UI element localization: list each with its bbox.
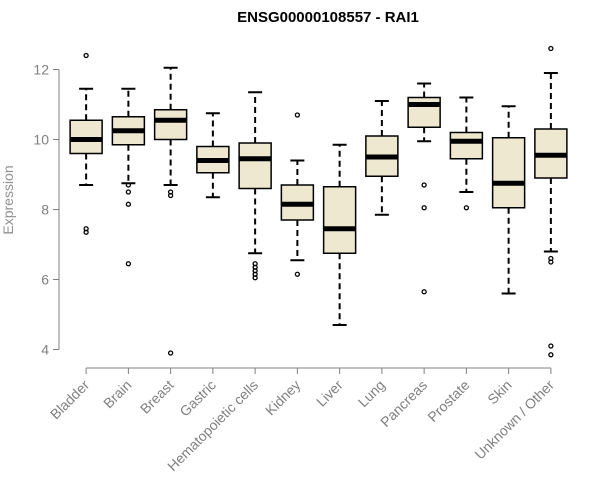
outlier-point [83, 229, 89, 235]
outlier-point [548, 45, 554, 52]
outlier-point [167, 192, 174, 199]
outlier-point [125, 182, 132, 188]
x-tick-label: Unknown / Other [471, 377, 557, 463]
box-bladder [69, 52, 103, 235]
outlier-point [125, 261, 132, 267]
y-axis: 4 6 8 10 12 [33, 62, 60, 358]
box-hematopoietic-cells [238, 91, 272, 281]
outlier-point [548, 352, 554, 358]
box-brain [111, 87, 146, 267]
outlier-point [83, 52, 89, 59]
iqr-box [407, 96, 441, 128]
outlier-point [463, 205, 470, 211]
iqr-box [153, 109, 188, 141]
outlier-point [125, 201, 132, 207]
x-tick-label: Pancreas [377, 377, 430, 430]
y-tick-label: 4 [41, 342, 49, 358]
y-tick-label: 8 [41, 202, 49, 218]
box-prostate [449, 96, 484, 211]
iqr-box [449, 131, 484, 160]
x-tick-label: Brain [100, 377, 134, 411]
iqr-box [69, 119, 103, 155]
box-pancreas [407, 82, 441, 295]
x-tick-label: Breast [137, 377, 177, 417]
box-series [69, 45, 568, 358]
outlier-point [294, 112, 301, 118]
box-breast [153, 66, 188, 356]
outlier-point [421, 205, 427, 211]
iqr-box [322, 186, 357, 254]
box-liver [322, 143, 357, 326]
x-tick-label: Lung [355, 377, 388, 410]
box-kidney [280, 112, 315, 277]
outlier-point [548, 259, 554, 265]
outlier-point [125, 189, 132, 195]
y-tick-label: 10 [33, 132, 49, 148]
x-tick-label: Prostate [424, 377, 472, 425]
outlier-point [421, 182, 427, 188]
outlier-point [548, 343, 554, 349]
y-axis-label: Expression [0, 165, 16, 234]
iqr-box [238, 142, 272, 190]
outlier-point [294, 271, 301, 277]
outlier-point [167, 350, 174, 356]
iqr-box [491, 137, 526, 209]
y-tick-label: 12 [33, 62, 49, 78]
x-tick-label: Kidney [262, 377, 304, 419]
y-tick-label: 6 [41, 272, 49, 288]
box-lung [365, 100, 399, 216]
box-skin [491, 105, 526, 295]
x-tick-label: Bladder [47, 377, 93, 423]
outlier-point [252, 275, 258, 281]
box-unknown-other [534, 45, 568, 358]
outlier-point [421, 289, 427, 295]
x-tick-label: Liver [313, 377, 346, 410]
chart-title: ENSG00000108557 - RAI1 [237, 9, 419, 26]
x-tick-label: Skin [484, 377, 515, 408]
box-gastric [196, 112, 230, 199]
